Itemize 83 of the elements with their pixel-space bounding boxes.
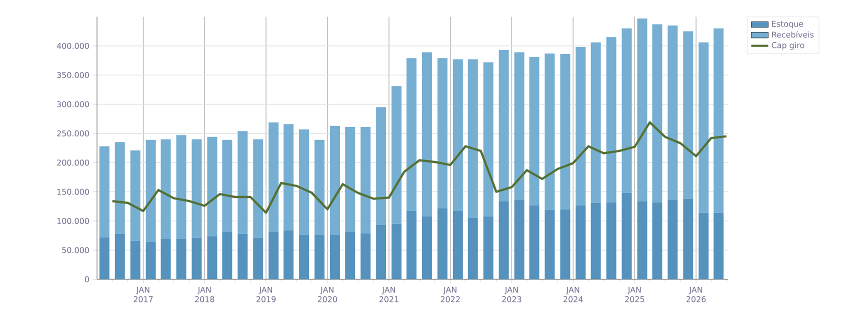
bar xyxy=(498,201,509,280)
bar xyxy=(299,234,310,280)
bar xyxy=(406,211,416,280)
bar xyxy=(698,42,709,213)
bar xyxy=(130,150,140,241)
bar xyxy=(406,58,416,212)
bar xyxy=(483,216,494,280)
bar xyxy=(238,234,248,280)
bar xyxy=(99,146,110,238)
bar xyxy=(192,238,202,280)
bar xyxy=(392,86,402,224)
bar xyxy=(345,232,356,280)
bar xyxy=(514,52,524,200)
bar xyxy=(160,139,171,240)
bar xyxy=(544,53,555,210)
bar xyxy=(222,232,232,280)
bar xyxy=(330,234,340,280)
bar xyxy=(668,25,678,200)
bar xyxy=(345,126,356,232)
bar xyxy=(314,234,325,280)
bar xyxy=(268,122,279,232)
bar xyxy=(422,52,432,216)
bar xyxy=(207,136,218,236)
bar xyxy=(238,131,248,234)
bar xyxy=(437,58,448,208)
bar xyxy=(652,202,662,280)
bar xyxy=(222,140,232,232)
bar xyxy=(268,232,279,280)
bar xyxy=(330,126,340,235)
bar xyxy=(652,24,662,202)
bar xyxy=(376,225,386,280)
bar xyxy=(622,192,632,280)
bar xyxy=(468,218,478,280)
bar xyxy=(114,234,125,280)
bar xyxy=(284,230,294,280)
bar xyxy=(452,59,463,212)
bar xyxy=(114,142,125,234)
bar xyxy=(392,224,402,280)
bar xyxy=(192,139,202,238)
bar xyxy=(160,239,171,280)
bar xyxy=(452,211,463,280)
bar xyxy=(99,237,110,280)
bar xyxy=(146,140,156,242)
line-series xyxy=(111,121,728,214)
bar xyxy=(360,233,371,280)
bar xyxy=(483,62,494,216)
bar xyxy=(637,18,648,202)
bar xyxy=(207,236,218,280)
bar xyxy=(299,129,310,235)
bar xyxy=(468,59,478,218)
bar xyxy=(714,212,724,280)
bar xyxy=(606,202,616,280)
bar xyxy=(560,54,570,210)
bar xyxy=(529,205,540,280)
bar xyxy=(606,37,616,202)
bar xyxy=(714,28,724,213)
bar xyxy=(622,28,632,193)
bar xyxy=(668,200,678,280)
bar xyxy=(253,139,264,238)
bar xyxy=(130,240,140,280)
bar xyxy=(544,210,555,280)
bar xyxy=(176,239,186,280)
bar xyxy=(576,205,586,280)
bar xyxy=(590,202,601,280)
bar xyxy=(683,198,694,280)
bar xyxy=(637,201,648,280)
bar xyxy=(529,56,540,206)
bar xyxy=(422,216,432,280)
bar xyxy=(498,50,509,202)
bar xyxy=(437,208,448,280)
bar xyxy=(683,31,694,199)
bar xyxy=(514,200,524,280)
bar xyxy=(314,140,325,235)
bar xyxy=(360,126,371,234)
bar xyxy=(576,47,586,206)
bar xyxy=(253,238,264,280)
bar xyxy=(698,212,709,280)
bar xyxy=(590,42,601,203)
bar xyxy=(176,135,186,240)
bar xyxy=(146,242,156,280)
bar xyxy=(284,124,294,230)
bar xyxy=(376,107,386,226)
bar xyxy=(560,209,570,280)
